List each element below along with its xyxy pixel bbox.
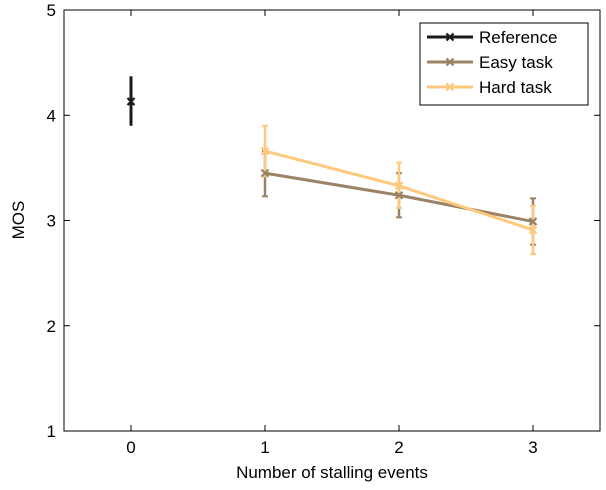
legend-marker-easy-task: [445, 57, 455, 67]
easy-task-data-point: [260, 168, 270, 178]
legend-marker-hard-task: [445, 82, 455, 92]
y-axis-title: MOS: [9, 201, 28, 240]
hard-task-data-point: [260, 146, 270, 156]
y-tick-label: 3: [47, 212, 56, 231]
legend: Reference Easy task Hard task: [419, 22, 589, 106]
easy-task-data-point: [394, 190, 404, 200]
y-tick-label: 4: [47, 106, 56, 125]
y-tick-label: 5: [47, 1, 56, 20]
x-axis-title: Number of stalling events: [236, 463, 428, 482]
x-tick-label: 3: [528, 438, 537, 457]
legend-label-hard-task: Hard task: [479, 78, 552, 97]
x-tick-label: 0: [126, 438, 135, 457]
axis-ticks: 0 1 2 3 1 2 3 4 5: [47, 1, 600, 457]
hard-task-data-point: [394, 181, 404, 191]
reference-data-point: [126, 97, 136, 106]
y-tick-label: 2: [47, 317, 56, 336]
legend-label-reference: Reference: [479, 28, 557, 47]
legend-marker-reference: [445, 32, 455, 42]
y-tick-label: 1: [47, 422, 56, 441]
hard-task-data-point: [528, 225, 538, 235]
legend-label-easy-task: Easy task: [479, 53, 553, 72]
easy-task-data-point: [528, 217, 538, 226]
x-tick-label: 2: [394, 438, 403, 457]
series-markers: [126, 97, 538, 235]
x-tick-label: 1: [260, 438, 269, 457]
